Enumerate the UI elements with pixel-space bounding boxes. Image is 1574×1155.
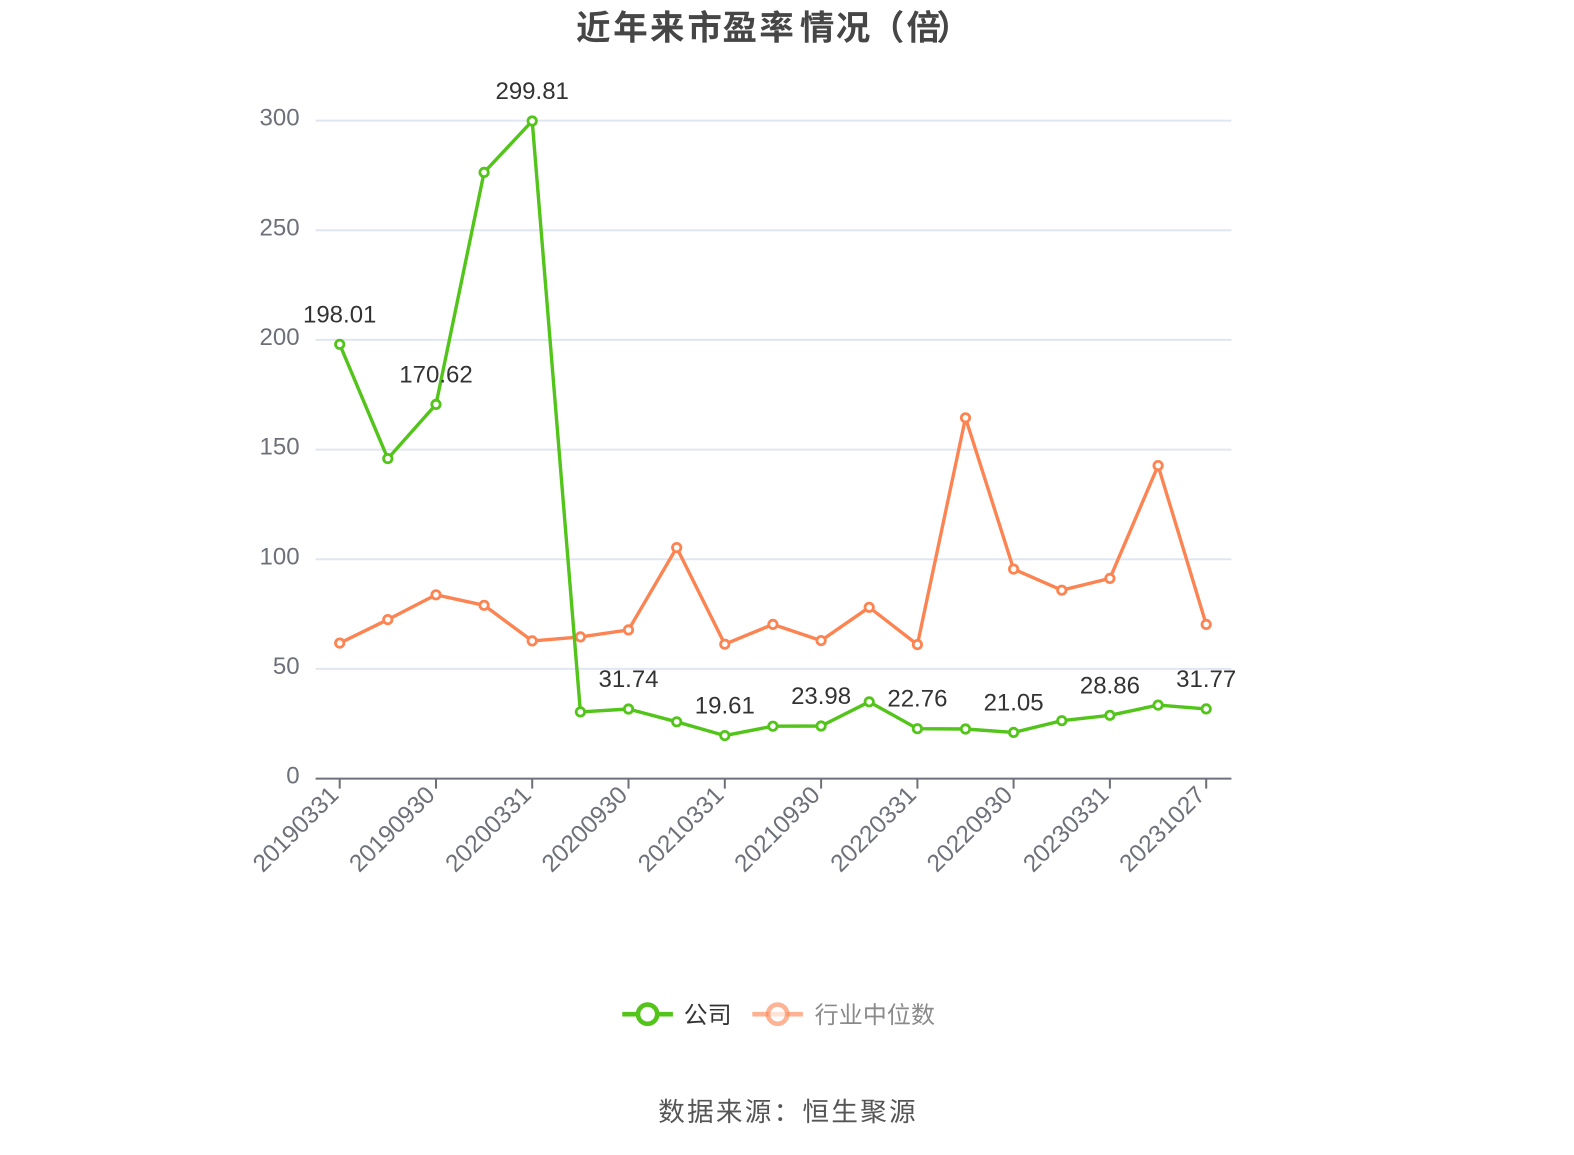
svg-text:300: 300 bbox=[260, 105, 300, 132]
svg-text:19.61: 19.61 bbox=[695, 693, 755, 720]
svg-text:22.76: 22.76 bbox=[887, 686, 947, 713]
svg-text:170.62: 170.62 bbox=[399, 361, 472, 388]
svg-text:299.81: 299.81 bbox=[495, 78, 568, 105]
svg-text:28.86: 28.86 bbox=[1080, 672, 1140, 699]
svg-text:0: 0 bbox=[286, 763, 299, 790]
svg-text:21.05: 21.05 bbox=[984, 689, 1044, 716]
svg-text:23.98: 23.98 bbox=[791, 683, 851, 710]
svg-text:250: 250 bbox=[260, 214, 300, 241]
svg-text:150: 150 bbox=[260, 434, 300, 461]
svg-text:198.01: 198.01 bbox=[303, 301, 376, 328]
svg-text:50: 50 bbox=[273, 653, 300, 680]
svg-text:200: 200 bbox=[260, 324, 300, 351]
svg-text:31.74: 31.74 bbox=[598, 666, 658, 693]
svg-text:100: 100 bbox=[260, 543, 300, 570]
svg-text:31.77: 31.77 bbox=[1176, 666, 1236, 693]
